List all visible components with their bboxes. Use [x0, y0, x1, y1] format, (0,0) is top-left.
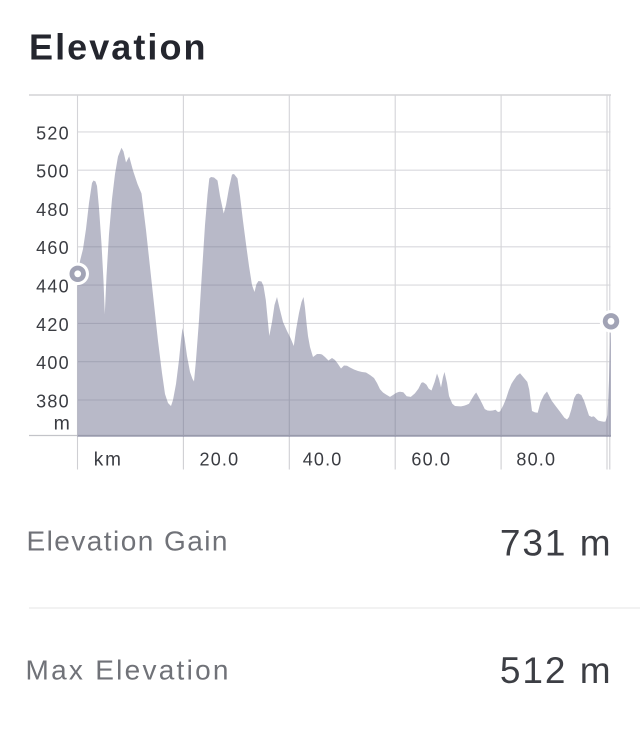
svg-text:20.0: 20.0 — [200, 449, 240, 469]
svg-text:480: 480 — [36, 200, 70, 220]
svg-text:520: 520 — [36, 123, 70, 143]
svg-text:m: m — [54, 412, 70, 434]
svg-text:731 m: 731 m — [500, 523, 613, 564]
svg-text:Elevation Gain: Elevation Gain — [27, 525, 229, 556]
svg-text:460: 460 — [36, 238, 70, 258]
svg-text:40.0: 40.0 — [303, 449, 343, 469]
svg-text:400: 400 — [36, 353, 70, 373]
svg-text:Max Elevation: Max Elevation — [26, 655, 231, 686]
svg-text:Elevation: Elevation — [29, 27, 208, 68]
svg-text:420: 420 — [36, 315, 70, 335]
svg-text:500: 500 — [36, 162, 70, 182]
svg-text:512 m: 512 m — [500, 650, 613, 691]
svg-text:60.0: 60.0 — [411, 449, 451, 469]
svg-text:80.0: 80.0 — [516, 449, 556, 469]
svg-text:380: 380 — [36, 391, 70, 411]
svg-text:440: 440 — [36, 277, 70, 297]
svg-text:km: km — [94, 449, 123, 470]
